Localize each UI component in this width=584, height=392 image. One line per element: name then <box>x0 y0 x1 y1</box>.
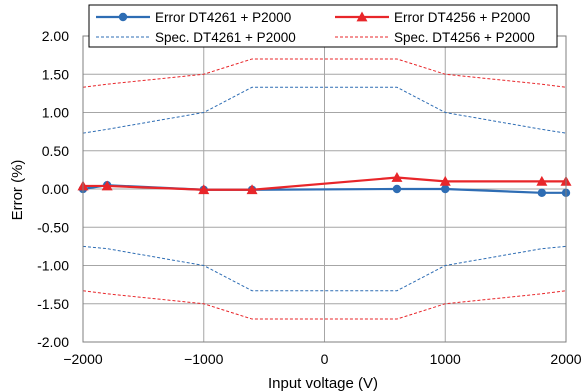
series-layer <box>77 58 572 320</box>
data-point <box>392 184 402 194</box>
series-line-1 <box>83 176 566 191</box>
y-tick-label: 0.50 <box>42 143 69 159</box>
series-line-3 <box>82 245 567 292</box>
legend-marker <box>118 12 128 22</box>
x-tick-label: −2000 <box>63 351 103 367</box>
data-point <box>441 184 450 194</box>
data-point <box>246 184 258 195</box>
x-tick-label: 2000 <box>550 351 581 367</box>
y-axis-title: Error (%) <box>9 160 26 221</box>
data-point <box>101 180 113 191</box>
legend-label: Spec. DT4256 + P2000 <box>394 30 535 45</box>
y-tick-label: -0.50 <box>37 219 69 235</box>
series-line-2 <box>82 86 567 134</box>
y-tick-label: -2.00 <box>37 334 69 350</box>
y-tick-label: 1.50 <box>42 66 69 82</box>
legend-label: Spec. DT4261 + P2000 <box>155 30 296 45</box>
series-line-5 <box>82 290 567 320</box>
data-point <box>536 175 548 186</box>
axes: 2.00 1.50 1.00 0.50 0.00 -0.50 -1.00 -1.50 -2.00… <box>37 28 582 367</box>
x-axis-title: Input voltage (V) <box>268 375 378 392</box>
y-tick-label: 2.00 <box>42 28 69 44</box>
y-tick-label: 1.00 <box>42 105 69 121</box>
legend-box <box>88 4 558 48</box>
y-tick-label: 0.00 <box>42 181 69 197</box>
x-tick-label: 0 <box>321 351 329 367</box>
x-tick-label: 1000 <box>430 351 461 367</box>
y-tick-label: -1.50 <box>37 296 69 312</box>
data-point <box>391 172 403 182</box>
series-line-4 <box>82 58 567 88</box>
data-point <box>198 184 210 195</box>
legend-label: Error DT4261 + P2000 <box>155 10 291 25</box>
legend-marker <box>356 11 368 22</box>
data-point <box>537 188 547 198</box>
data-point <box>439 175 451 186</box>
legend-label: Error DT4256 + P2000 <box>394 10 530 25</box>
y-tick-label: -1.00 <box>37 258 69 274</box>
legend: Error DT4261 + P2000 Error DT4256 + P2000… <box>88 4 558 48</box>
x-tick-label: −1000 <box>184 351 224 367</box>
